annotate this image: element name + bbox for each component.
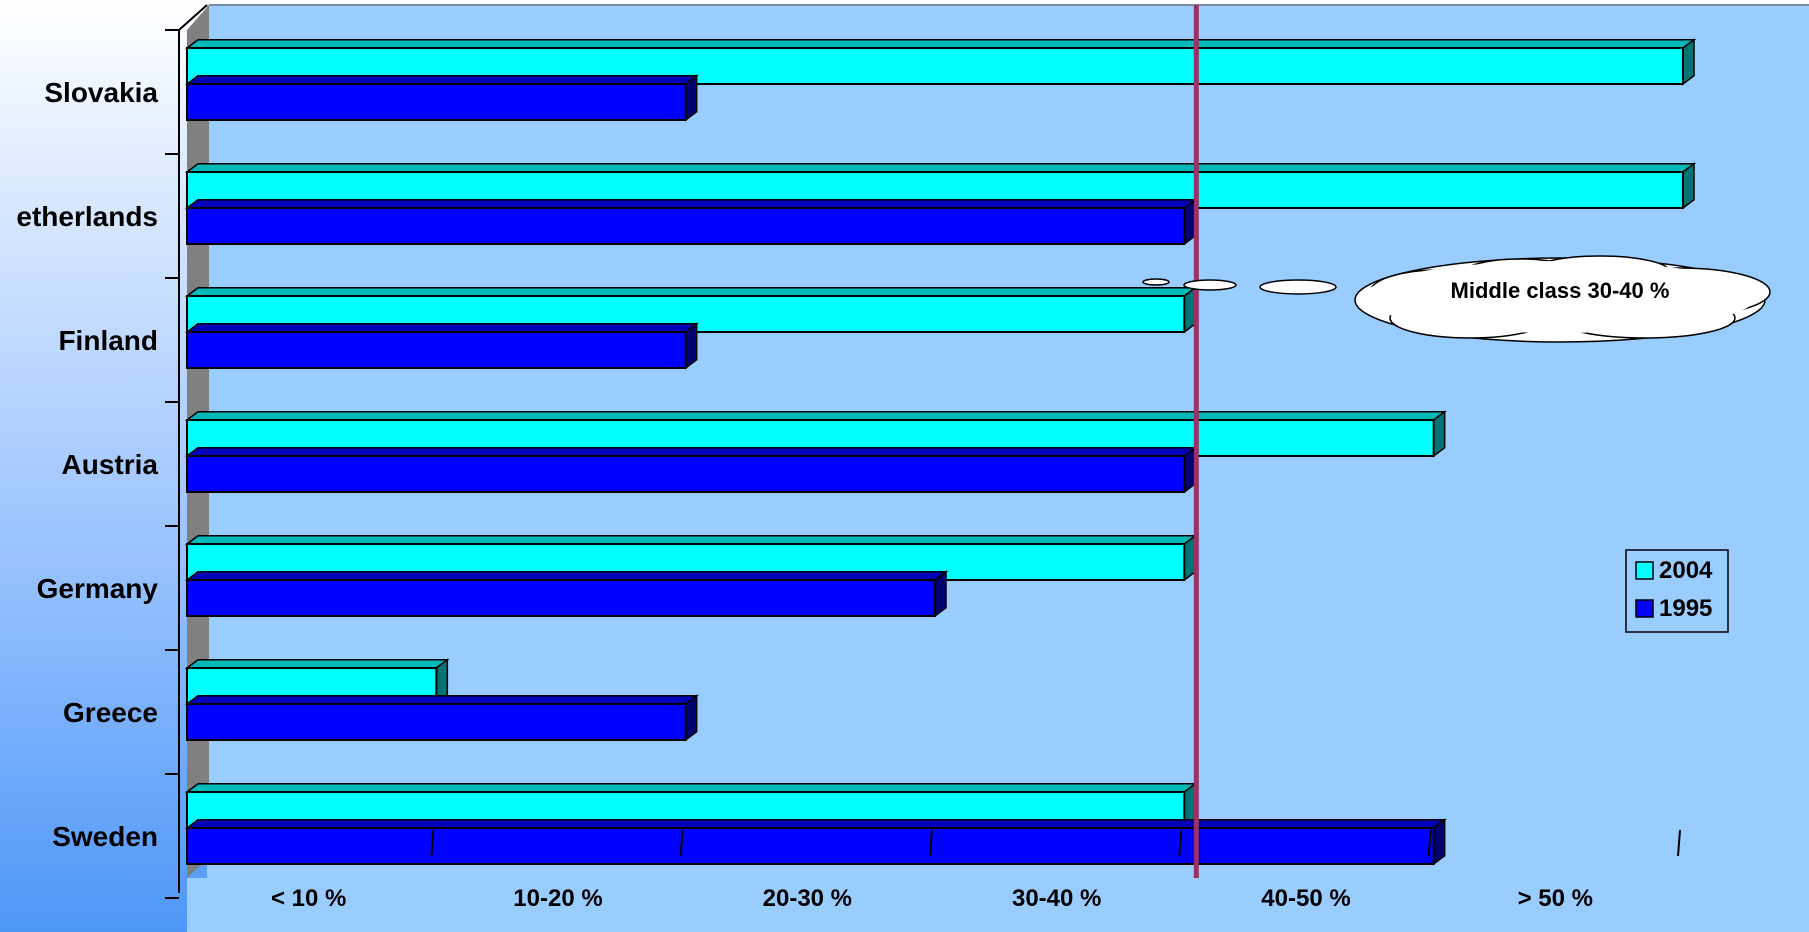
category-label-finland: Finland [58, 325, 158, 356]
bar-2004-germany-top [184, 535, 1198, 545]
bar-2004-germany-side [1183, 534, 1197, 582]
bar-1995-slovakia-side [684, 74, 698, 122]
annotation-label: Middle class 30-40 % [1451, 278, 1670, 303]
bar-1995-sweden-side [1432, 818, 1446, 866]
x-tick-mark [679, 829, 684, 857]
bar-2004-greece-top [184, 659, 450, 669]
bar-2004-austria-side [1432, 410, 1446, 458]
bar-1995-sweden-face [186, 827, 1435, 865]
x-tick-label: 40-50 % [1261, 885, 1350, 912]
bar-2004-finland-side [1183, 286, 1197, 334]
x-tick-label: > 50 % [1518, 885, 1593, 912]
y-axis-top-edge [178, 4, 208, 31]
bar-1995-austria-face [186, 455, 1186, 493]
bar-1995-finland-side [684, 322, 698, 370]
bar-2004-netherlands-side [1682, 162, 1695, 210]
legend-label-2004: 2004 [1659, 557, 1713, 584]
bar-1995-greece-top [184, 695, 699, 705]
annotation-callout: Middle class 30-40 % [1142, 255, 1771, 343]
bar-1995-greece-side [684, 694, 698, 742]
bars [184, 38, 1697, 866]
bar-1995-netherlands [184, 198, 1198, 246]
category-label-slovakia: Slovakia [44, 77, 158, 108]
bar-1995-sweden-top [184, 819, 1447, 829]
thought-cloud [1354, 255, 1771, 343]
category-label-greece: Greece [63, 697, 158, 728]
x-tick-mark [1677, 829, 1681, 857]
legend-label-1995: 1995 [1659, 595, 1712, 622]
x-tick-mark [430, 829, 435, 857]
bar-1995-germany-side [934, 570, 947, 618]
bar-1995-germany-face [186, 579, 936, 617]
bar-2004-austria-top [184, 411, 1447, 421]
legend: 2004 1995 [1625, 549, 1729, 633]
category-label-austria: Austria [62, 449, 159, 480]
bar-1995-greece [184, 694, 699, 742]
bar-1995-austria [184, 446, 1198, 494]
bar-1995-finland-face [186, 331, 687, 369]
x-tick-mark [929, 829, 933, 857]
bar-1995-slovakia [184, 74, 699, 122]
legend-swatch-1995 [1635, 599, 1654, 618]
x-tick-labels: < 10 % 10-20 % 20-30 % 30-40 % 40-50 % > 50 % [271, 829, 1681, 912]
plot-floor [187, 878, 1809, 932]
callout-bubble [1183, 279, 1237, 291]
bar-1995-netherlands-face [186, 207, 1186, 245]
bar-1995-germany-top [184, 571, 949, 581]
callout-bubble [1142, 278, 1170, 286]
bar-2004-slovakia-side [1682, 38, 1695, 86]
bar-1995-netherlands-side [1183, 198, 1197, 246]
bar-1995-sweden [184, 818, 1447, 866]
x-tick-mark [1178, 829, 1183, 857]
bar-2004-slovakia-top [184, 39, 1697, 49]
bar-1995-germany [184, 570, 949, 618]
x-tick-label: 20-30 % [763, 885, 852, 912]
x-tick-mark [1427, 829, 1432, 857]
category-label-germany: Germany [37, 573, 159, 604]
bar-1995-finland-top [184, 323, 699, 333]
bar-1995-slovakia-face [186, 83, 687, 121]
x-tick-label: 30-40 % [1012, 885, 1101, 912]
callout-bubble [1259, 279, 1337, 295]
bar-2004-sweden-top [184, 783, 1198, 793]
bar-2004-finland-top [184, 287, 1198, 297]
bar-2004-netherlands-top [184, 163, 1697, 173]
bar-1995-netherlands-top [184, 199, 1198, 209]
bar-1995-finland [184, 322, 699, 370]
cloud-fill [1364, 261, 1756, 333]
category-label-netherlands: etherlands [16, 201, 158, 232]
category-axis [165, 4, 208, 899]
x-tick-label: < 10 % [271, 885, 346, 912]
bar-1995-austria-top [184, 447, 1198, 457]
legend-swatch-2004 [1635, 561, 1654, 580]
category-labels: Slovakia etherlands Finland Austria Germany G… [16, 77, 158, 852]
bar-1995-greece-face [186, 703, 687, 741]
bar-1995-austria-side [1183, 446, 1197, 494]
category-label-sweden: Sweden [52, 821, 158, 852]
bar-1995-slovakia-top [184, 75, 699, 85]
x-tick-label: 10-20 % [513, 885, 602, 912]
